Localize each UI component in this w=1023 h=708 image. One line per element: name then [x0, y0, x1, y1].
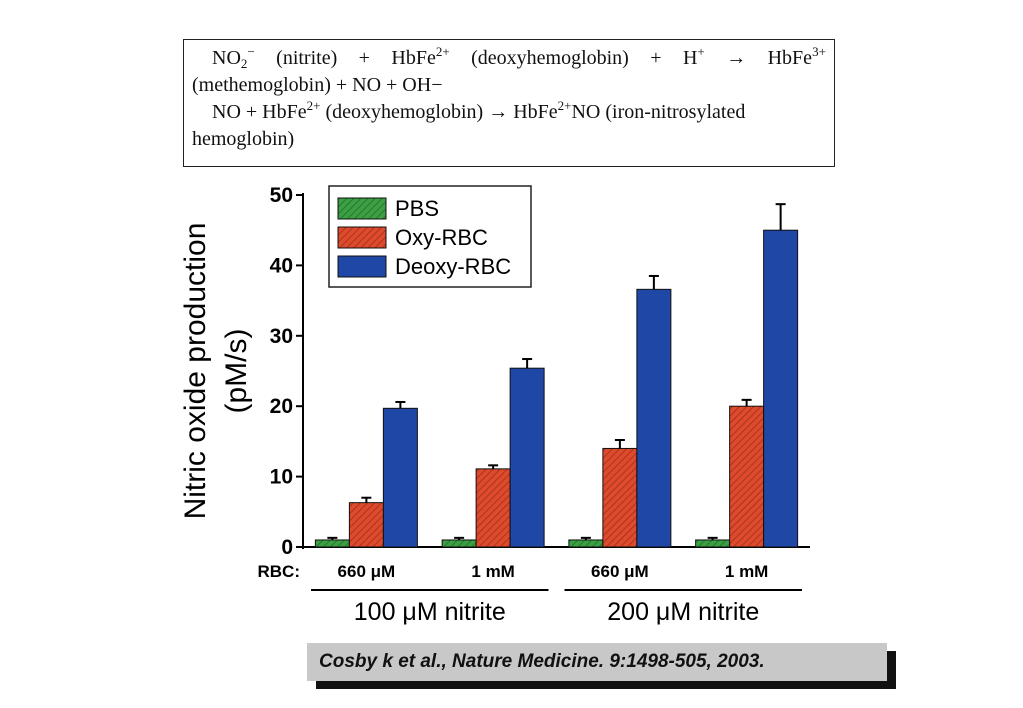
bar-oxy-rbc	[475, 468, 511, 548]
bar-oxy-rbc	[348, 502, 384, 548]
y-tick-label: 0	[281, 536, 293, 559]
bar-pbs	[441, 539, 477, 548]
eq1-nitrite-label: (nitrite)	[276, 47, 338, 69]
legend-swatch-oxy-rbc	[337, 226, 387, 249]
bar-deoxy-rbc	[382, 407, 418, 548]
eq1-deoxy-label: (deoxyhemoglobin)	[471, 47, 629, 69]
eq1-plus-2: +	[650, 47, 662, 69]
y-tick-label: 10	[270, 466, 293, 489]
rbc-row-label: RBC:	[258, 562, 301, 581]
bar-pbs	[695, 539, 731, 548]
x-category-label: 1 mM	[471, 562, 514, 581]
equation-box: NO2− (nitrite) + HbFe2+ (deoxyhemoglobin…	[183, 39, 835, 167]
legend-label-pbs: PBS	[395, 196, 439, 221]
y-axis-label-line-1: Nitric oxide production	[179, 223, 212, 520]
x-category-label: 660 μM	[591, 562, 649, 581]
y-tick-label: 50	[270, 184, 293, 207]
x-category-label: 1 mM	[725, 562, 768, 581]
bar-oxy-rbc	[602, 447, 638, 548]
eq1-hbfe3: HbFe3+	[767, 44, 826, 69]
eq1-plus-1: +	[358, 47, 370, 69]
eq1-proton: H+	[682, 44, 705, 69]
bar-deoxy-rbc	[509, 367, 545, 548]
legend-label-oxy-rbc: Oxy-RBC	[395, 225, 488, 250]
x-group-label: 200 μM nitrite	[607, 598, 759, 626]
legend-label-deoxy-rbc: Deoxy-RBC	[395, 254, 511, 279]
equation-1-line-2: (methemoglobin) + NO + OH−	[192, 74, 443, 96]
eq1-nitrite: NO2−	[212, 44, 255, 71]
equation-1-line-1: NO2− (nitrite) + HbFe2+ (deoxyhemoglobin…	[192, 45, 826, 72]
eq1-arrow: →	[726, 47, 747, 69]
eq1-hbfe2: HbFe2+	[391, 44, 450, 69]
equation-2-line-1: NO + HbFe2+ (deoxyhemoglobin) → HbFe2+NO…	[212, 98, 746, 123]
bar-pbs	[568, 539, 604, 548]
x-category-label: 660 μM	[338, 562, 396, 581]
y-axis-label-line-2: (pM/s)	[220, 329, 253, 414]
bar-oxy-rbc	[729, 405, 765, 548]
legend-swatch-pbs	[337, 197, 387, 220]
x-group-label: 100 μM nitrite	[354, 598, 506, 626]
bar-deoxy-rbc	[763, 229, 799, 548]
y-tick-label: 20	[270, 395, 293, 418]
y-tick-label: 30	[270, 325, 293, 348]
y-tick-label: 40	[270, 254, 293, 277]
bar-deoxy-rbc	[636, 288, 672, 548]
bar-pbs	[314, 539, 350, 548]
equation-2-line-2: hemoglobin)	[192, 128, 295, 150]
citation-label: Cosby k et al., Nature Medicine. 9:1498-…	[307, 643, 887, 681]
legend-swatch-deoxy-rbc	[337, 255, 387, 278]
